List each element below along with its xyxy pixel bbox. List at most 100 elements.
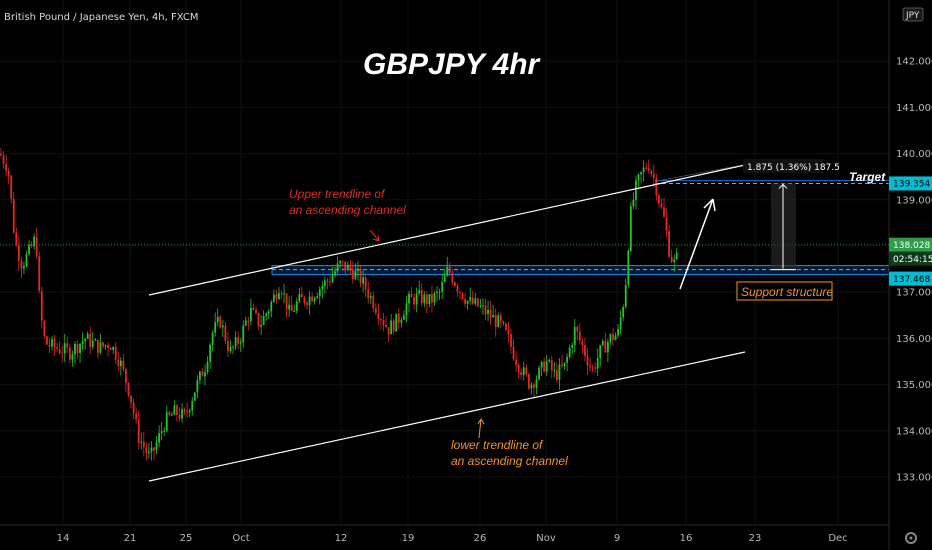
candle-body [400, 319, 403, 323]
upper-channel-label-line2: an ascending channel [289, 203, 406, 217]
target-label: Target [849, 170, 886, 184]
currency-badge[interactable] [902, 7, 924, 22]
candle-body [193, 392, 196, 401]
x-tick-label: Oct [232, 533, 249, 544]
candle-body [670, 256, 673, 263]
candle-body [209, 344, 211, 362]
candle-body [408, 293, 410, 304]
candle-body [313, 298, 316, 302]
candle-body [515, 359, 517, 365]
candle-body [183, 409, 186, 412]
candle-body [456, 285, 459, 292]
candle-body [17, 244, 20, 262]
candle-body [533, 384, 535, 388]
candle-body [403, 315, 405, 320]
candle-body [244, 320, 247, 326]
candle-body [323, 280, 326, 287]
candle-body [385, 324, 387, 328]
x-tick-label: Dec [828, 533, 847, 544]
candle-body [469, 297, 472, 301]
candle-body [622, 307, 625, 318]
candle-body [170, 414, 173, 416]
current-price-badge [889, 237, 932, 252]
candle-body [278, 293, 280, 300]
candle-body [168, 412, 171, 415]
candle-body [76, 343, 79, 354]
support-price-badge [889, 271, 932, 286]
candle-body [158, 433, 160, 443]
candle-body [397, 313, 400, 323]
candle-body [2, 155, 5, 164]
candle-body [68, 347, 71, 360]
candle-body [33, 236, 36, 247]
candle-body [387, 327, 390, 335]
candle-body [624, 284, 627, 308]
candle-body [349, 264, 352, 270]
symbol-title: British Pound / Japanese Yen, 4h, FXCM [4, 12, 198, 23]
candle-body [265, 313, 268, 316]
candle-body [97, 339, 99, 353]
candle-body [288, 304, 291, 310]
candle-body [260, 324, 262, 327]
candle-body [196, 379, 199, 393]
candle-body [48, 344, 51, 347]
candle-body [451, 272, 454, 283]
candle-body [647, 168, 650, 171]
candle-body [420, 289, 423, 304]
candle-body [40, 290, 43, 321]
candle-body [601, 340, 604, 346]
lower-label-arrow [477, 418, 485, 439]
candle-body [530, 384, 533, 389]
upper-channel-label-line1: Upper trendline of [289, 187, 386, 201]
candle-body [308, 296, 311, 305]
candle-body [186, 411, 189, 413]
candle-body [229, 347, 232, 351]
candle-body [545, 361, 548, 372]
candle-body [517, 364, 520, 372]
candle-body [609, 334, 612, 342]
x-tick-label: Nov [536, 533, 556, 544]
candle-body [112, 346, 115, 350]
candle-body [290, 304, 293, 312]
candle-body [206, 361, 209, 372]
candle-body [275, 294, 278, 300]
candle-body [578, 331, 581, 341]
drawing-overlays [148, 164, 796, 482]
candle-body [446, 266, 449, 276]
candle-body [364, 277, 367, 290]
candle-body [410, 293, 413, 298]
candle-body [461, 292, 464, 299]
candle-body [612, 334, 614, 340]
time-axis[interactable]: 14 21 25 Oct 12 19 26 Nov 9 16 23 Dec [57, 533, 848, 544]
x-tick-label: 16 [680, 533, 693, 544]
candle-body [448, 266, 451, 273]
candle-body [479, 305, 482, 307]
upper-label-arrow [369, 229, 380, 242]
candle-body [614, 335, 617, 340]
candle-body [663, 207, 665, 217]
candle-body [341, 260, 344, 262]
candle-body [35, 236, 38, 257]
countdown-badge [889, 251, 932, 266]
gear-icon[interactable] [905, 532, 917, 544]
candle-body [306, 302, 308, 305]
candle-body [405, 303, 408, 316]
candle-body [464, 298, 466, 304]
candle-body [267, 311, 270, 314]
candle-body [132, 402, 135, 414]
candle-body [431, 294, 433, 303]
candle-body [216, 316, 219, 323]
candle-body [433, 293, 436, 303]
candle-body [79, 343, 81, 354]
x-tick-label: 21 [124, 533, 137, 544]
candle-body [673, 259, 676, 263]
candle-body [652, 173, 655, 178]
lower-trendline [148, 351, 746, 482]
candle-body [311, 296, 313, 302]
candle-body [362, 277, 364, 284]
candle-body [227, 340, 229, 351]
resistance-price-label: 139.354 [893, 180, 930, 190]
candle-body [326, 280, 329, 282]
candle-body [66, 343, 69, 348]
